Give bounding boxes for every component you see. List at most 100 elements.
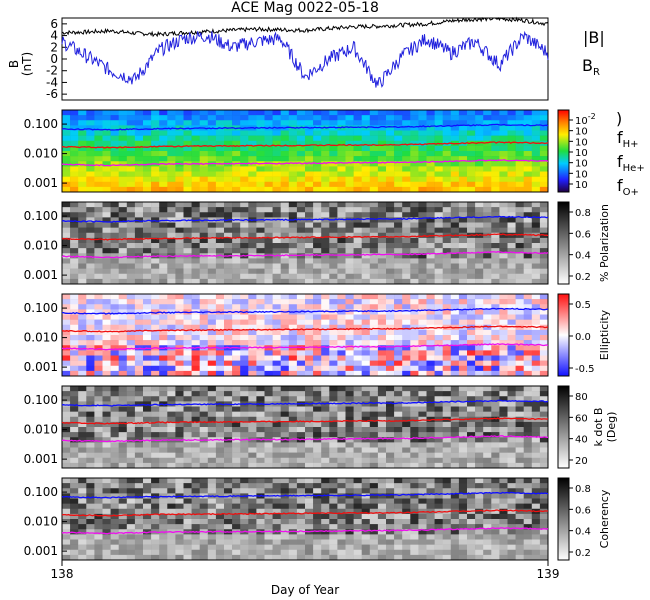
spectrogram-cell — [102, 186, 111, 193]
spectrogram-cell — [345, 524, 354, 530]
spectrogram-cell — [175, 370, 184, 377]
spectrogram-cell — [102, 268, 111, 275]
spectrogram-cell — [134, 508, 144, 515]
spectrogram-cell — [70, 442, 79, 448]
spectrogram-cell — [402, 309, 411, 315]
spectrogram-cell — [313, 171, 322, 177]
spectrogram-cell — [499, 202, 508, 208]
spectrogram-cell — [321, 227, 330, 234]
spectrogram-cell — [159, 268, 168, 275]
spectrogram-cell — [377, 462, 387, 469]
spectrogram-cell — [215, 544, 225, 551]
spectrogram-cell — [353, 140, 362, 147]
spectrogram-cell — [361, 345, 371, 351]
spectrogram-cell — [499, 161, 508, 167]
spectrogram-cell — [207, 370, 217, 377]
spectrogram-cell — [240, 243, 249, 249]
spectrogram-cell — [78, 391, 87, 397]
spectrogram-cell — [418, 432, 427, 438]
spectrogram-cell — [167, 217, 176, 223]
spectrogram-cell — [110, 217, 119, 223]
spectrogram-cell — [264, 519, 273, 525]
spectrogram-cell — [434, 319, 443, 326]
spectrogram-cell — [134, 529, 144, 535]
spectrogram-cell — [418, 237, 427, 244]
spectrogram-cell — [531, 161, 541, 167]
spectrogram-cell — [215, 365, 225, 372]
spectrogram-cell — [345, 253, 354, 259]
spectrogram-cell — [337, 396, 346, 402]
spectrogram-cell — [369, 140, 379, 147]
spectrogram-cell — [272, 181, 281, 188]
spectrogram-cell — [442, 427, 452, 433]
spectrogram-cell — [458, 335, 468, 341]
spectrogram-cell — [264, 355, 273, 361]
freq-y-tick-label: 0.001 — [24, 268, 58, 282]
spectrogram-cell — [515, 421, 524, 428]
spectrogram-cell — [483, 135, 492, 142]
spectrogram-cell — [467, 309, 476, 315]
spectrogram-cell — [280, 457, 290, 464]
spectrogram-cell — [394, 304, 403, 310]
spectrogram-cell — [272, 442, 281, 448]
spectrogram-cell — [523, 432, 533, 438]
spectrogram-cell — [272, 411, 281, 418]
spectrogram-cell — [110, 340, 119, 346]
spectrogram-cell — [70, 166, 79, 172]
spectrogram-cell — [450, 186, 460, 193]
spectrogram-cell — [143, 329, 152, 336]
spectrogram-cell — [264, 508, 273, 515]
spectrogram-cell — [321, 304, 330, 310]
spectrogram-cell — [151, 483, 160, 489]
spectrogram-cell — [151, 488, 160, 494]
spectrogram-cell — [450, 345, 460, 351]
spectrogram-cell — [118, 135, 128, 142]
spectrogram-cell — [240, 462, 249, 469]
spectrogram-cell — [110, 498, 119, 504]
spectrogram-cell — [337, 217, 346, 223]
spectrogram-cell — [450, 273, 460, 280]
spectrogram-cell — [483, 248, 492, 254]
spectrogram-cell — [256, 549, 265, 556]
spectrogram-cell — [94, 145, 103, 152]
spectrogram-cell — [329, 314, 338, 320]
spectrogram-cell — [369, 151, 379, 157]
spectrogram-cell — [515, 135, 524, 142]
spectrogram-cell — [78, 406, 87, 412]
spectrogram-cell — [224, 355, 233, 361]
spectrogram-cell — [475, 421, 484, 428]
spectrogram-cell — [539, 391, 549, 397]
spectrogram-cell — [175, 396, 184, 402]
spectrogram-cell — [248, 478, 257, 484]
spectrogram-cell — [183, 294, 192, 300]
spectrogram-cell — [240, 370, 249, 377]
spectrogram-cell — [329, 488, 338, 494]
spectrogram-cell — [183, 406, 192, 412]
spectrogram-cell — [345, 554, 354, 561]
spectrogram-cell — [507, 309, 516, 315]
spectrogram-cell — [134, 145, 144, 152]
spectrogram-cell — [426, 166, 435, 172]
spectrogram-cell — [183, 263, 192, 269]
spectrogram-cell — [386, 304, 395, 310]
spectrogram-cell — [313, 519, 322, 525]
spectrogram-cell — [483, 396, 492, 402]
spectrogram-cell — [248, 411, 257, 418]
spectrogram-cell — [126, 421, 136, 428]
spectrogram-cell — [337, 355, 346, 361]
spectrogram-cell — [426, 243, 435, 249]
spectrogram-cell — [224, 508, 233, 515]
spectrogram-cell — [442, 222, 452, 228]
spectrogram-cell — [240, 442, 249, 448]
spectrogram-cell — [86, 370, 95, 377]
spectrogram-cell — [126, 181, 136, 188]
spectrogram-cell — [467, 161, 476, 167]
spectrogram-cell — [305, 176, 314, 183]
spectrogram-cell — [434, 406, 443, 412]
spectrogram-cell — [450, 263, 460, 269]
spectrogram-cell — [280, 299, 290, 305]
spectrogram-cell — [86, 524, 95, 530]
spectrogram-cell — [361, 186, 371, 193]
spectrogram-cell — [296, 304, 306, 310]
spectrogram-cell — [386, 421, 395, 428]
